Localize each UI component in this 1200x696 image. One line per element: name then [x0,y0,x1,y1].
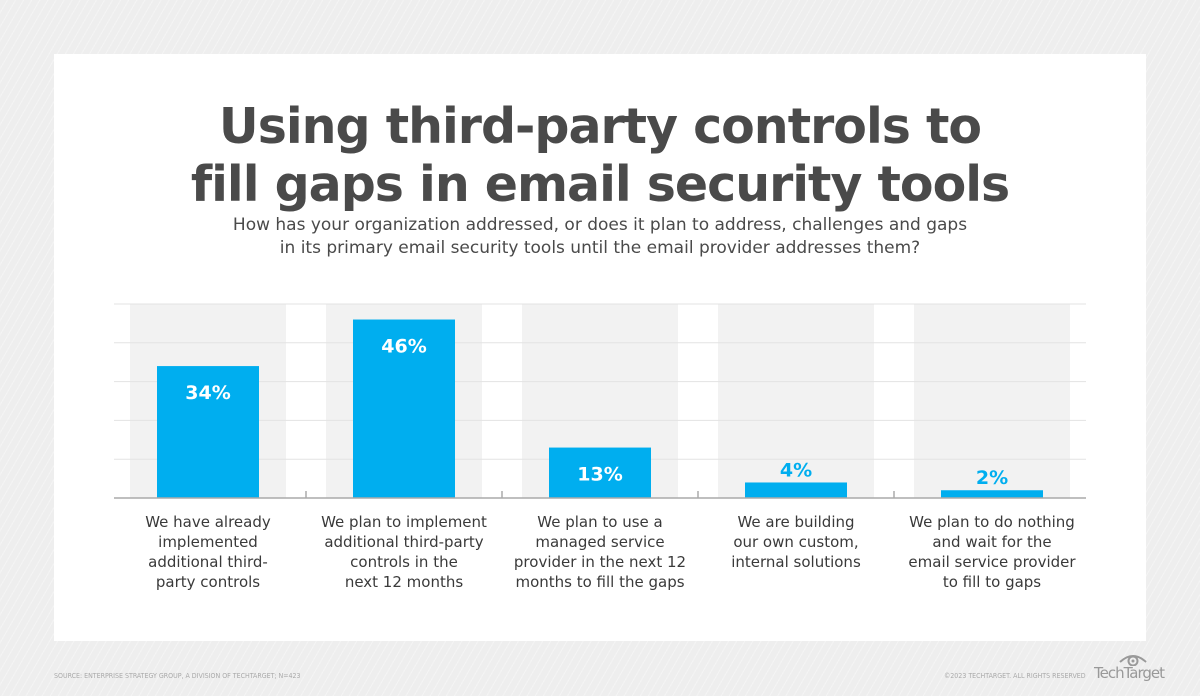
data-label: 34% [185,382,230,404]
bar [157,366,259,498]
category-label: We plan to use a managed service provider … [502,512,698,592]
category-label-line: implemented [158,533,258,551]
column-background [914,304,1070,498]
title-line-2: fill gaps in email security tools [190,156,1010,213]
category-label-line: and wait for the [932,533,1052,551]
category-label-line: controls in the [350,553,458,571]
category-label-line: provider in the next 12 [513,553,687,571]
category-label: We have already implemented additional thi… [110,512,306,592]
data-label: 4% [780,459,812,481]
column-background [718,304,874,498]
data-label: 13% [577,464,622,486]
chart-title: Using third-party controls to fill gaps … [0,98,1200,214]
category-label: We plan to implement additional third-par… [306,512,502,592]
category-label-line: to fill to gaps [942,573,1042,591]
bar [745,482,847,498]
category-label-line: party controls [155,573,261,591]
category-label-line: We plan to implement [321,513,487,531]
category-label-line: internal solutions [731,553,861,571]
chart-subtitle: How has your organization addressed, or … [0,214,1200,260]
category-label-line: next 12 months [344,573,464,591]
bar [549,447,651,498]
category-label-line: months to fill the gaps [515,573,685,591]
copyright-note: ©2023 TECHTARGET. ALL RIGHTS RESERVED [944,672,1086,680]
category-label-line: We plan to use a [537,513,663,531]
category-label-line: email service provider [908,553,1076,571]
category-label: We are building our own custom, internal s… [698,512,894,572]
bar [941,490,1043,498]
logo-text: TechTarget [1094,664,1165,682]
category-label-line: additional third- [148,553,268,571]
data-label: 2% [976,467,1008,489]
data-label: 46% [381,336,426,358]
category-label-line: managed service [535,533,665,551]
source-note: SOURCE: ENTERPRISE STRATEGY GROUP, A DIV… [54,672,301,680]
category-label-line: We are building [737,513,855,531]
title-line-1: Using third-party controls to [218,98,982,155]
subtitle-line-2: in its primary email security tools unti… [279,238,921,258]
category-label-line: additional third-party [324,533,484,551]
subtitle-line-1: How has your organization addressed, or … [232,215,968,235]
category-label-line: our own custom, [733,533,859,551]
category-label-line: We plan to do nothing [909,513,1075,531]
techtarget-logo: TechTarget [1094,655,1165,682]
eye-icon [1119,655,1147,666]
category-label-line: We have already [145,513,271,531]
bar [353,319,455,498]
category-label: We plan to do nothing and wait for the ema… [894,512,1090,592]
